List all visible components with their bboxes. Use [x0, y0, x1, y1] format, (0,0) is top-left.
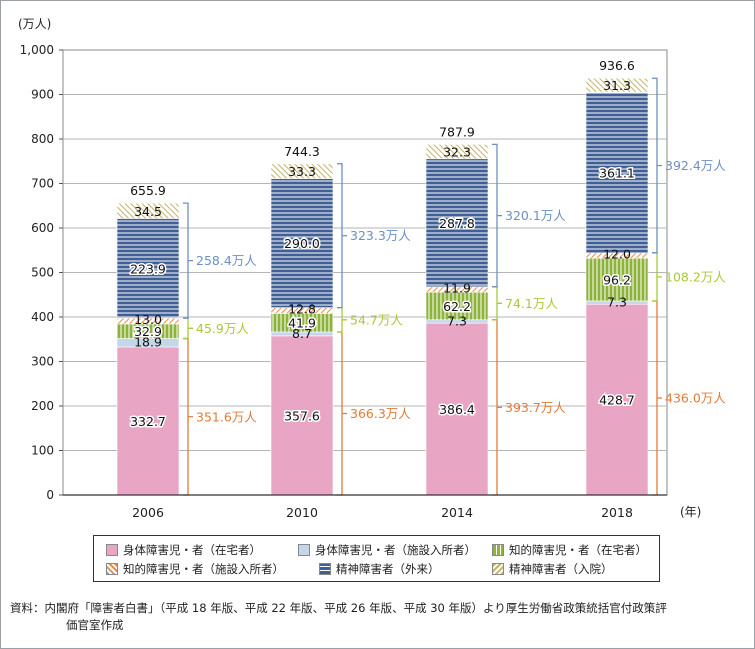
group-total-label: 320.1万人 [505, 208, 566, 223]
legend-item-mental-inpatient: 精神障害者（入院） [492, 561, 613, 577]
bar-value-label: 12.0 [603, 247, 631, 262]
bar-value-label: 287.8 [439, 216, 475, 231]
legend-item-physical-facility: 身体障害児・者（施設入所者） [298, 542, 476, 558]
x-tick-label: 2006 [132, 505, 164, 520]
legend-item-mental-outpatient: 精神障害者（外来） [319, 561, 440, 577]
group-bracket [183, 202, 193, 319]
bar-value-label: 96.2 [603, 273, 631, 288]
group-total-label: 108.2万人 [665, 269, 726, 284]
y-tick-label: 800 [31, 132, 54, 146]
bar-value-label: 18.9 [134, 335, 162, 350]
legend-swatch [106, 544, 118, 556]
y-tick-label: 300 [31, 355, 54, 369]
bar-segment [116, 202, 180, 219]
group-total-label: 366.3万人 [350, 406, 411, 421]
bar-value-label: 34.5 [134, 204, 162, 219]
bar-value-label: 223.9 [130, 261, 166, 276]
bar-segment [425, 322, 489, 496]
source-note: 資料：内閣府「障害者白書」（平成 18 年版、平成 22 年版、平成 26 年版… [10, 600, 745, 634]
x-tick-label: 2010 [286, 505, 318, 520]
group-total-label: 436.0万人 [665, 390, 726, 405]
legend-label: 知的障害児・者（在宅者） [509, 543, 647, 557]
bar-segment [270, 335, 334, 496]
group-total-label: 323.3万人 [350, 228, 411, 243]
bar-value-label: 32.9 [134, 324, 162, 339]
bar-segment [585, 257, 649, 302]
bar-value-label: 31.3 [603, 78, 631, 93]
y-axis-unit-label: (万人) [18, 17, 51, 31]
legend-label: 精神障害者（入院） [509, 562, 613, 576]
group-total-label: 45.9万人 [196, 321, 249, 336]
bar-value-label: 7.3 [607, 295, 627, 310]
bar-value-label: 386.4 [439, 402, 475, 417]
group-total-label: 392.4万人 [665, 158, 726, 173]
legend-item-physical-home: 身体障害児・者（在宅者） [106, 542, 261, 558]
bar-total-label: 787.9 [439, 124, 475, 139]
legend-label: 精神障害者（外来） [336, 562, 440, 576]
bar-total-label: 655.9 [130, 183, 166, 198]
x-axis-unit-label: (年) [680, 505, 701, 519]
legend-label: 身体障害児・者（在宅者） [123, 543, 261, 557]
x-tick-label: 2018 [601, 505, 633, 520]
source-line-1: 資料：内閣府「障害者白書」（平成 18 年版、平成 22 年版、平成 26 年版… [10, 601, 667, 615]
bar-value-label: 12.8 [288, 302, 316, 317]
legend-swatch [492, 563, 504, 575]
group-bracket [652, 77, 662, 254]
legend-swatch [106, 563, 118, 575]
y-tick-label: 500 [31, 266, 54, 280]
group-bracket [492, 143, 502, 288]
legend-item-intellectual-facility: 知的障害児・者（施設入所者） [106, 561, 284, 577]
legend-label: 知的障害児・者（施設入所者） [123, 562, 284, 576]
y-tick-label: 1,000 [20, 43, 54, 57]
bar-segment [585, 91, 649, 254]
y-tick-label: 700 [31, 177, 54, 191]
bar-segment [425, 144, 489, 160]
bar-value-label: 11.9 [443, 280, 471, 295]
bar-total-label: 936.6 [599, 58, 635, 73]
bar-segment [425, 158, 489, 288]
bar-segment [270, 163, 334, 179]
bar-value-label: 41.9 [288, 316, 316, 331]
legend-swatch [298, 544, 310, 556]
group-total-label: 258.4万人 [196, 253, 257, 268]
legend: 身体障害児・者（在宅者） 身体障害児・者（施設入所者） 知的障害児・者（在宅者）… [93, 535, 660, 582]
bar-value-label: 62.2 [443, 299, 471, 314]
bar-segment [270, 178, 334, 308]
bar-segment [425, 291, 489, 321]
group-bracket [337, 163, 347, 309]
bar-value-label: 332.7 [130, 414, 166, 429]
bar-value-label: 32.3 [443, 145, 471, 160]
y-tick-label: 0 [46, 488, 54, 502]
y-tick-label: 100 [31, 444, 54, 458]
group-total-label: 351.6万人 [196, 409, 257, 424]
bar-value-label: 13.0 [134, 312, 162, 327]
legend-item-intellectual-home: 知的障害児・者（在宅者） [492, 542, 647, 558]
y-tick-label: 600 [31, 221, 54, 235]
bar-segment [585, 303, 649, 496]
legend-swatch [492, 544, 504, 556]
source-line-2: 価官室作成 [66, 618, 124, 632]
y-tick-label: 200 [31, 399, 54, 413]
bar-value-label: 33.3 [288, 164, 316, 179]
stacked-bar-chart: 332.718.932.913.0223.934.5655.9357.68.74… [18, 17, 726, 520]
group-total-label: 54.7万人 [350, 312, 403, 327]
group-total-label: 393.7万人 [505, 400, 566, 415]
bar-value-label: 290.0 [284, 236, 320, 251]
legend-swatch [319, 563, 331, 575]
bar-value-label: 8.7 [292, 326, 312, 341]
bar-value-label: 361.1 [599, 165, 635, 180]
bar-value-label: 7.3 [447, 313, 467, 328]
group-total-label: 74.1万人 [505, 296, 558, 311]
y-tick-label: 900 [31, 88, 54, 102]
legend-label: 身体障害児・者（施設入所者） [315, 543, 476, 557]
bar-value-label: 357.6 [284, 408, 320, 423]
x-tick-label: 2014 [441, 505, 473, 520]
bar-segment [585, 77, 649, 93]
bar-total-label: 744.3 [284, 144, 320, 159]
y-tick-label: 400 [31, 310, 54, 324]
bar-value-label: 428.7 [599, 393, 635, 408]
bar-segment [116, 218, 180, 319]
